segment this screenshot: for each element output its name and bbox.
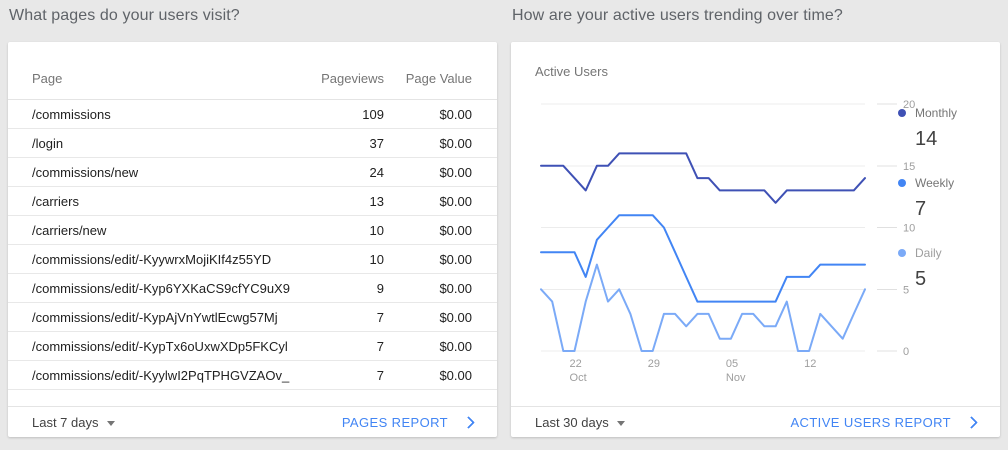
table-row: /login 37 $0.00 [8,129,497,158]
date-range-label: Last 30 days [535,414,609,430]
page-cell: /carriers [32,193,79,209]
page-cell: /commissions/edit/-Kyp6YXKaCS9cfYC9uX9 [32,280,290,296]
legend-dot-icon [898,179,906,187]
table-row: /commissions/edit/-KyywrxMojiKIf4z55YD 10… [8,245,497,274]
chart-line-weekly [540,214,866,303]
page-value-cell: $0.00 [439,222,472,238]
x-tick-label: 22 [570,358,582,370]
table-row: /commissions/edit/-KypAjVnYwtlEcwg57Mj 7 $… [8,303,497,332]
legend-label: Daily [915,246,942,260]
table-body: /commissions 109 $0.00/login 37 $0.00/commis… [8,100,497,390]
table-row: /commissions/edit/-KypTx6oUxwXDp5FKCyl 7 $… [8,332,497,361]
chevron-right-icon [462,415,475,429]
page-cell: /commissions/edit/-KypAjVnYwtlEcwg57Mj [32,309,278,325]
legend-label: Weekly [915,176,955,190]
pages-card-footer: Last 7 days PAGES REPORT [8,406,497,437]
page-cell: /login [32,135,64,151]
legend-item-daily: Daily 5 [898,246,992,291]
page-value-cell: $0.00 [439,164,472,180]
active-users-card: Active Users 0 5 10 15 20 22 Oct 29 05 Nov 12 Mont… [511,42,1000,437]
table-row: /carriers 13 $0.00 [8,187,497,216]
pageviews-cell: 9 [376,280,384,296]
legend-dot-icon [898,109,906,117]
column-header-pageviews: Pageviews [321,71,384,86]
legend-value: 7 [915,198,927,220]
page-cell: /commissions/edit/-KyywrxMojiKIf4z55YD [32,251,272,267]
legend-label: Monthly [915,106,958,120]
legend-dot-icon [898,249,906,257]
x-tick-label: 12 [804,358,816,370]
pageviews-cell: 10 [369,251,384,267]
pageviews-cell: 7 [376,338,384,354]
pageviews-cell: 13 [369,193,384,209]
pageviews-cell: 7 [376,367,384,383]
table-row: /commissions 109 $0.00 [8,100,497,129]
y-tick-label: 0 [903,346,909,358]
pages-report-link[interactable]: PAGES REPORT [341,414,475,430]
pages-report-label: PAGES REPORT [341,414,448,430]
chart-title: Active Users [535,64,608,79]
chart-line-monthly [540,152,866,204]
table-row: /commissions/new 24 $0.00 [8,158,497,187]
page-cell: /carriers/new [32,222,107,238]
x-tick-label: 29 [648,358,660,370]
pageviews-cell: 24 [369,164,384,180]
legend-row: Weekly [898,176,992,190]
x-tick-label: 05 [726,358,738,370]
legend-value: 14 [915,128,938,150]
page-cell: /commissions/edit/-KyylwI2PqTPHGVZAOv_ [32,367,290,383]
date-range-selector-pages[interactable]: Last 7 days [32,415,115,430]
pageviews-cell: 37 [369,135,384,151]
table-row: /commissions/edit/-Kyp6YXKaCS9cfYC9uX9 9 $… [8,274,497,303]
pageviews-cell: 10 [369,222,384,238]
page-value-cell: $0.00 [439,193,472,209]
page-value-cell: $0.00 [439,106,472,122]
date-range-selector-active-users[interactable]: Last 30 days [535,415,625,430]
x-tick-sublabel: Nov [726,372,746,384]
active-users-report-label: ACTIVE USERS REPORT [790,414,951,430]
legend-row: Monthly [898,106,992,120]
table-row: /carriers/new 10 $0.00 [8,216,497,245]
chart-legend: Monthly 14 Weekly 7 Daily 5 [898,106,992,316]
pageviews-cell: 109 [362,106,384,122]
pageviews-cell: 7 [376,309,384,325]
page-value-cell: $0.00 [439,309,472,325]
legend-item-monthly: Monthly 14 [898,106,992,151]
page-cell: /commissions [32,106,111,122]
legend-item-weekly: Weekly 7 [898,176,992,221]
legend-row: Daily [898,246,992,260]
page-value-cell: $0.00 [439,367,472,383]
page-value-cell: $0.00 [439,280,472,296]
page-value-cell: $0.00 [439,338,472,354]
page-cell: /commissions/edit/-KypTx6oUxwXDp5FKCyl [32,338,288,354]
dropdown-arrow-icon [106,420,115,426]
pages-section-title: What pages do your users visit? [9,7,240,24]
chevron-right-icon [965,415,978,429]
dropdown-arrow-icon [616,420,625,426]
active-users-section-title: How are your active users trending over … [512,7,843,24]
chart-line-daily [540,263,866,352]
page-cell: /commissions/new [32,164,139,180]
active-users-report-link[interactable]: ACTIVE USERS REPORT [790,414,978,430]
x-tick-sublabel: Oct [570,372,587,384]
table-row: /commissions/edit/-KyylwI2PqTPHGVZAOv_ 7 $… [8,361,497,390]
column-header-page-value: Page Value [405,71,472,86]
column-header-page: Page [32,71,63,86]
page-value-cell: $0.00 [439,135,472,151]
legend-value: 5 [915,268,927,290]
active-users-card-footer: Last 30 days ACTIVE USERS REPORT [511,406,1000,437]
table-header: Page Pageviews Page Value [8,42,497,100]
page-value-cell: $0.00 [439,251,472,267]
date-range-label: Last 7 days [32,414,99,430]
pages-card: Page Pageviews Page Value /commissions 10… [8,42,497,437]
